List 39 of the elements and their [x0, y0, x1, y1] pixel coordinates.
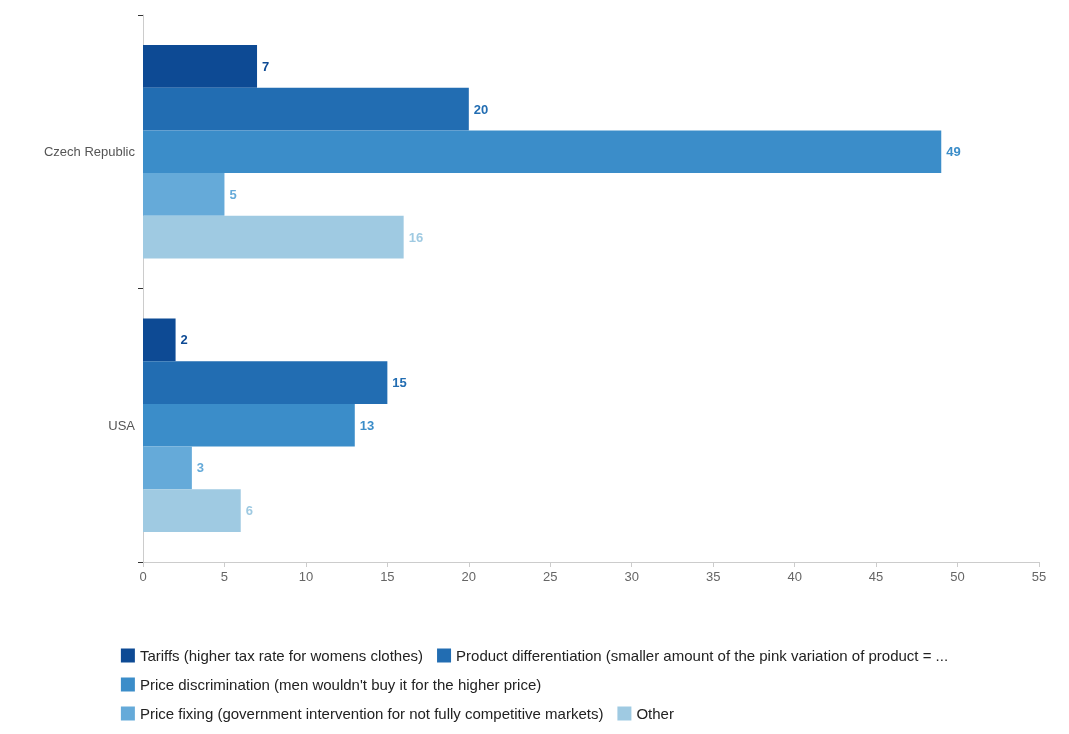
bar: [143, 45, 258, 88]
data-label: 15: [392, 375, 407, 391]
data-label: 13: [359, 417, 375, 433]
bar: [143, 361, 388, 404]
bar: [143, 403, 355, 447]
data-label: 2: [180, 332, 188, 348]
data-label: 16: [408, 229, 424, 245]
x-tick-label: 55: [1031, 569, 1047, 584]
x-tick-label: 20: [461, 569, 477, 584]
y-tick-label: USA: [108, 417, 136, 433]
legend-label: Price fixing (government intervention for not fully competitive markets): [139, 705, 604, 722]
data-label: 6: [245, 503, 253, 519]
legend-label: Tariffs (higher tax rate for womens clothes): [139, 647, 424, 664]
x-tick-label: 5: [220, 569, 229, 584]
data-label: 5: [229, 186, 237, 202]
x-tick-label: 40: [787, 569, 802, 584]
bar: [143, 446, 192, 490]
data-label: 3: [196, 460, 205, 476]
x-tick-label: 50: [950, 569, 965, 584]
bar: [143, 130, 942, 174]
legend-label: Product differentiation (smaller amount of the pink variation of product = ...: [456, 647, 949, 664]
bar: [143, 318, 176, 362]
x-tick-label: 0: [139, 569, 147, 584]
bar: [143, 489, 241, 532]
legend-label: Price discrimination (men wouldn't buy it for the higher price): [139, 676, 542, 693]
bar: [143, 173, 225, 216]
y-tick-label: Czech Republic: [43, 144, 136, 160]
data-label: 7: [262, 58, 270, 74]
bar: [143, 215, 404, 259]
bar: [143, 87, 469, 131]
x-tick-label: 30: [624, 569, 639, 584]
x-tick-label: 35: [705, 569, 721, 584]
x-tick-label: 45: [868, 569, 884, 584]
legend-label: Other: [636, 705, 674, 722]
data-label: 49: [946, 144, 961, 160]
x-tick-label: 10: [298, 569, 314, 584]
data-label: 20: [473, 101, 489, 117]
x-tick-label: 25: [543, 569, 558, 584]
x-tick-label: 15: [380, 569, 395, 584]
